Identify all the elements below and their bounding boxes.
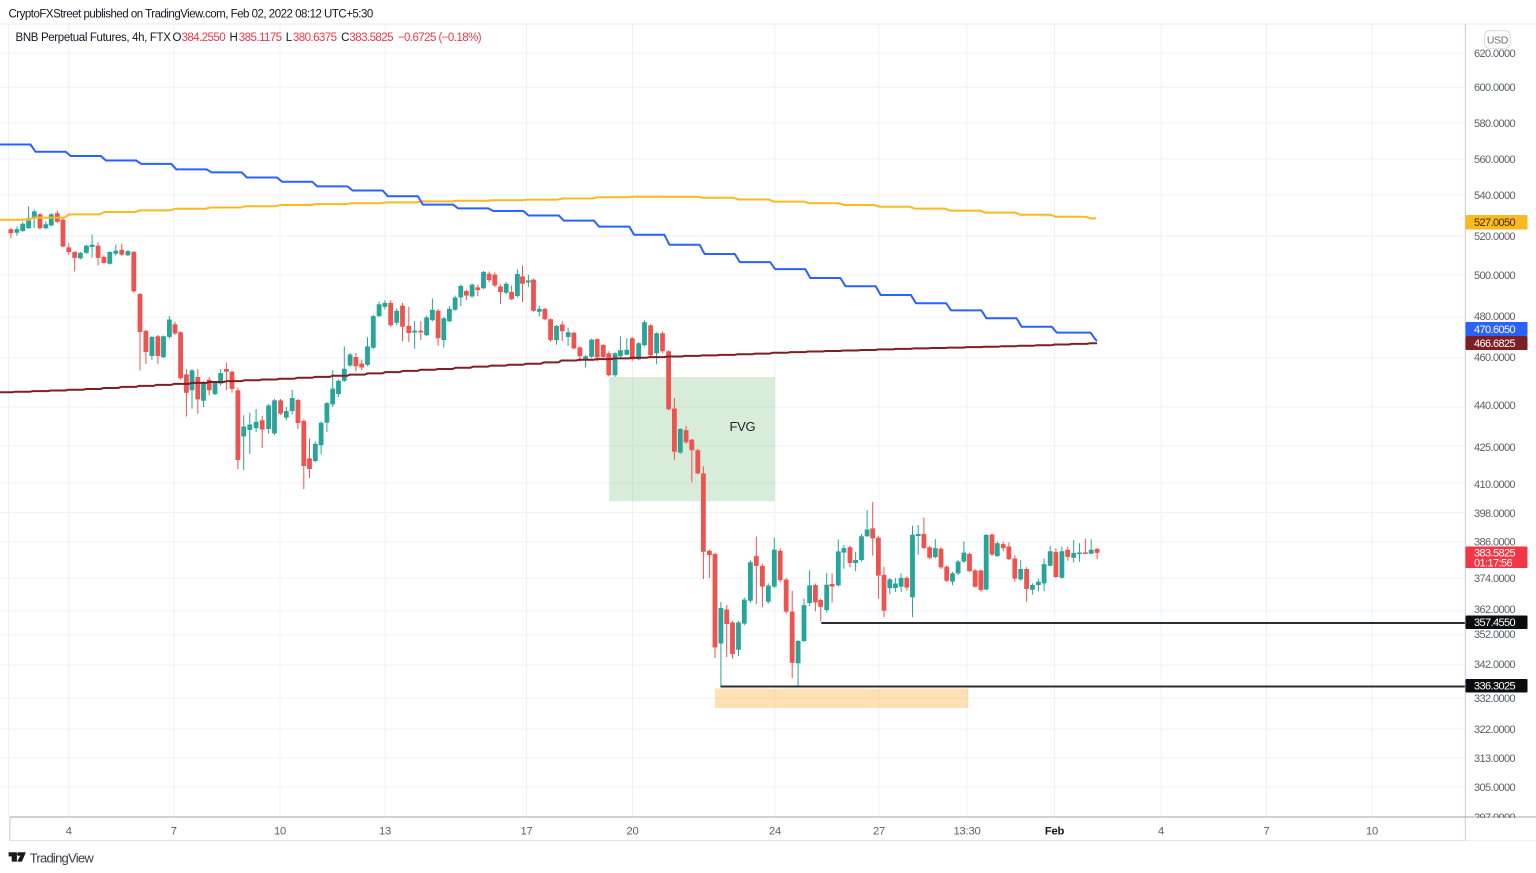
svg-text:H: H [230,32,238,44]
svg-text:342.0000: 342.0000 [1474,659,1516,671]
svg-text:374.0000: 374.0000 [1474,573,1516,585]
svg-text:480.0000: 480.0000 [1474,311,1516,323]
svg-text:O: O [173,32,182,44]
svg-text:313.0000: 313.0000 [1474,753,1516,765]
svg-text:FVG: FVG [730,419,756,434]
svg-text:7: 7 [1263,825,1269,837]
svg-text:C: C [341,32,349,44]
svg-text:410.0000: 410.0000 [1474,479,1516,491]
svg-text:386.0000: 386.0000 [1474,536,1516,548]
svg-text:383.5825: 383.5825 [349,32,393,44]
svg-text:−0.6725 (−0.18%): −0.6725 (−0.18%) [398,32,482,44]
svg-text:384.2550: 384.2550 [182,32,226,44]
svg-text:385.1175: 385.1175 [239,32,282,44]
svg-text:10: 10 [1366,825,1378,837]
svg-text:527.0050: 527.0050 [1474,217,1516,229]
svg-text:BNB Perpetual Futures, 4h, FTX: BNB Perpetual Futures, 4h, FTX [16,32,172,44]
svg-text:380.6375: 380.6375 [293,32,337,44]
svg-text:398.0000: 398.0000 [1474,508,1516,520]
svg-text:10: 10 [274,825,286,837]
svg-text:305.0000: 305.0000 [1474,782,1516,794]
svg-text:440.0000: 440.0000 [1474,400,1516,412]
svg-text:24: 24 [769,825,781,837]
svg-text:L: L [286,32,293,44]
svg-text:540.0000: 540.0000 [1474,190,1516,202]
svg-text:17: 17 [520,825,532,837]
svg-text:13: 13 [379,825,391,837]
svg-text:27: 27 [873,825,885,837]
svg-text:560.0000: 560.0000 [1474,154,1516,166]
svg-text:4: 4 [66,825,72,837]
svg-text:TradingView: TradingView [30,850,95,865]
svg-text:580.0000: 580.0000 [1474,118,1516,130]
svg-text:357.4550: 357.4550 [1474,617,1516,629]
svg-text:Feb: Feb [1045,825,1065,837]
svg-text:520.0000: 520.0000 [1474,231,1516,243]
svg-text:CryptoFXStreet published on Tr: CryptoFXStreet published on TradingView.… [9,9,373,21]
svg-text:7: 7 [171,825,177,837]
svg-text:13:30: 13:30 [954,825,981,837]
svg-text:USD: USD [1487,35,1509,47]
svg-text:362.0000: 362.0000 [1474,604,1516,616]
svg-text:460.0000: 460.0000 [1474,352,1516,364]
svg-text:332.0000: 332.0000 [1474,693,1516,705]
svg-text:336.3025: 336.3025 [1474,681,1516,693]
svg-text:4: 4 [1158,825,1164,837]
svg-text:352.0000: 352.0000 [1474,629,1516,641]
svg-text:500.0000: 500.0000 [1474,270,1516,282]
svg-text:20: 20 [626,825,638,837]
svg-text:425.0000: 425.0000 [1474,442,1516,454]
svg-text:620.0000: 620.0000 [1474,48,1516,60]
svg-text:600.0000: 600.0000 [1474,82,1516,94]
svg-text:383.5825: 383.5825 [1474,547,1516,559]
svg-text:470.6050: 470.6050 [1474,324,1516,336]
svg-text:322.0000: 322.0000 [1474,724,1516,736]
svg-text:466.6825: 466.6825 [1474,338,1516,350]
svg-text:01:17:56: 01:17:56 [1474,558,1513,570]
